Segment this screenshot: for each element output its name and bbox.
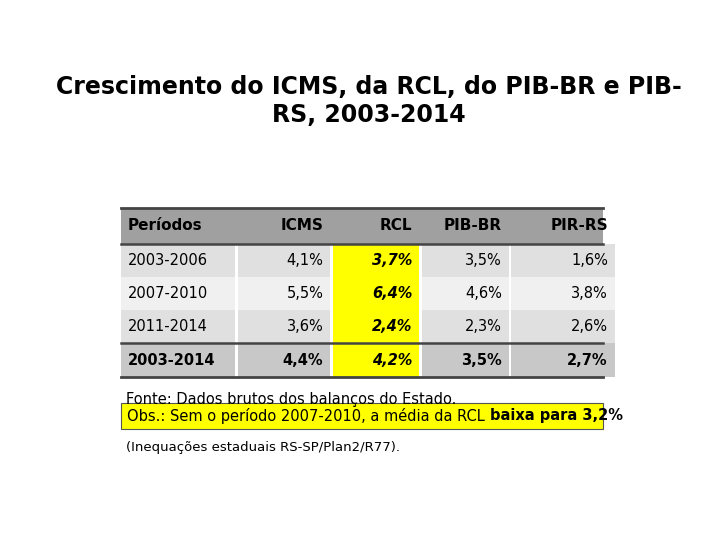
- Bar: [238, 343, 330, 377]
- Text: 4,1%: 4,1%: [287, 253, 323, 268]
- Text: 3,6%: 3,6%: [287, 319, 323, 334]
- Text: Obs.: Sem o período 2007-2010, a média da RCL: Obs.: Sem o período 2007-2010, a média d…: [127, 408, 490, 424]
- Text: Crescimento do ICMS, da RCL, do PIB-BR e PIB-
RS, 2003-2014: Crescimento do ICMS, da RCL, do PIB-BR e…: [56, 75, 682, 127]
- Bar: [422, 343, 508, 377]
- Text: 6,4%: 6,4%: [372, 286, 413, 301]
- Text: 3,8%: 3,8%: [571, 286, 608, 301]
- Text: ICMS: ICMS: [280, 218, 323, 233]
- Bar: [121, 244, 235, 277]
- Bar: [333, 343, 419, 377]
- Bar: [121, 310, 235, 343]
- Text: RCL: RCL: [380, 218, 413, 233]
- Text: 2007-2010: 2007-2010: [127, 286, 207, 301]
- Text: 2,3%: 2,3%: [465, 319, 502, 334]
- Bar: [511, 343, 615, 377]
- Text: 2,4%: 2,4%: [372, 319, 413, 334]
- Bar: [511, 277, 615, 310]
- Text: 3,5%: 3,5%: [461, 353, 502, 368]
- Bar: [422, 277, 508, 310]
- Bar: [121, 403, 603, 429]
- Text: 4,2%: 4,2%: [372, 353, 413, 368]
- Bar: [422, 310, 508, 343]
- Bar: [238, 310, 330, 343]
- Bar: [238, 277, 330, 310]
- Text: 2011-2014: 2011-2014: [127, 319, 207, 334]
- Bar: [121, 277, 235, 310]
- Text: 2,7%: 2,7%: [567, 353, 608, 368]
- Text: 3,5%: 3,5%: [465, 253, 502, 268]
- Bar: [121, 208, 603, 244]
- Text: 2,6%: 2,6%: [571, 319, 608, 334]
- Bar: [333, 277, 419, 310]
- Text: PIR-RS: PIR-RS: [550, 218, 608, 233]
- Text: 1,6%: 1,6%: [571, 253, 608, 268]
- Bar: [511, 310, 615, 343]
- Text: 4,4%: 4,4%: [283, 353, 323, 368]
- Text: 5,5%: 5,5%: [287, 286, 323, 301]
- Text: 4,6%: 4,6%: [465, 286, 502, 301]
- Text: 3,7%: 3,7%: [372, 253, 413, 268]
- Bar: [121, 208, 603, 377]
- Bar: [121, 343, 235, 377]
- Text: Fonte: Dados brutos dos balanços do Estado.: Fonte: Dados brutos dos balanços do Esta…: [126, 393, 456, 408]
- Text: 2003-2014: 2003-2014: [127, 353, 215, 368]
- Bar: [238, 244, 330, 277]
- Bar: [422, 244, 508, 277]
- Bar: [511, 244, 615, 277]
- Text: PIB-BR: PIB-BR: [444, 218, 502, 233]
- Text: 2003-2006: 2003-2006: [127, 253, 207, 268]
- Bar: [333, 310, 419, 343]
- Text: (Inequações estaduais RS-SP/Plan2/R77).: (Inequações estaduais RS-SP/Plan2/R77).: [126, 441, 400, 454]
- Text: Períodos: Períodos: [127, 218, 202, 233]
- Bar: [333, 244, 419, 277]
- Text: baixa para 3,2%: baixa para 3,2%: [490, 408, 623, 423]
